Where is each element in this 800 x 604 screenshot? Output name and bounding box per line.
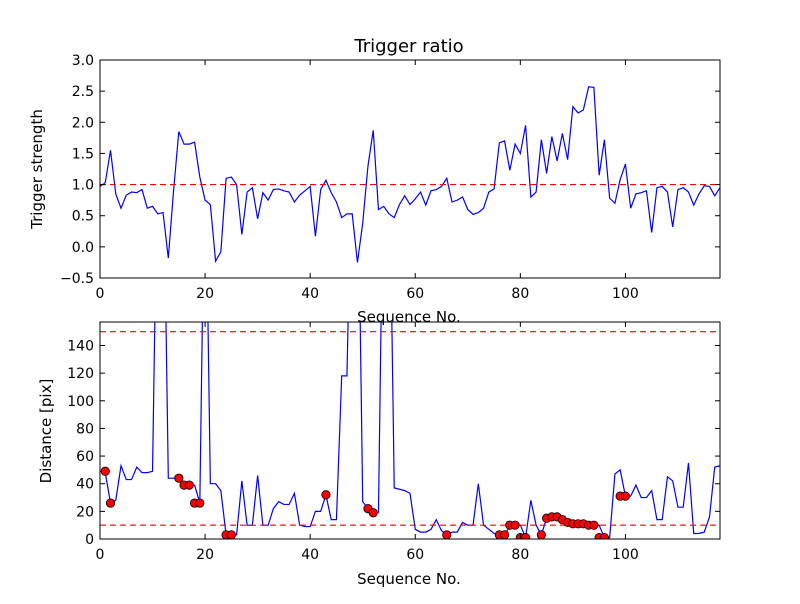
bottom-marker-point-12	[442, 530, 452, 539]
bottom-marker-point-6	[195, 498, 205, 508]
bottom-y-axis-label: Distance [pix]	[37, 379, 55, 484]
bottom-x-tick-label-4: 80	[511, 547, 529, 563]
bottom-y-tick-label-3: 60	[76, 449, 94, 465]
top-y-tick-label-5: 2.0	[72, 115, 94, 131]
bottom-x-tick-label-1: 20	[196, 547, 214, 563]
bottom-marker-point-2	[174, 473, 184, 483]
chart-title: Trigger ratio	[353, 36, 463, 57]
top-x-axis-label: Sequence No.	[357, 308, 461, 326]
bottom-marker-point-18	[520, 533, 531, 539]
bottom-x-axis-label: Sequence No.	[357, 570, 461, 588]
top-x-tick-label-3: 60	[406, 286, 424, 302]
top-x-tick-label-2: 40	[301, 286, 319, 302]
bottom-marker-point-16	[510, 520, 520, 530]
top-y-tick-label-0: −0.5	[60, 271, 94, 287]
bottom-marker-point-14	[499, 530, 510, 539]
top-plot-area	[100, 86, 720, 264]
bottom-marker-point-11	[368, 508, 378, 518]
top-x-tick-label-4: 80	[511, 286, 529, 302]
bottom-plot-area	[100, 322, 720, 539]
top-y-tick-label-4: 1.5	[72, 146, 94, 162]
bottom-plot-frame	[99, 321, 721, 540]
top-y-tick-label-2: 0.5	[72, 209, 94, 225]
bottom-marker-point-9	[321, 490, 331, 500]
top-series-line-0	[100, 86, 720, 264]
bottom-y-tick-label-2: 40	[76, 477, 94, 493]
bottom-marker-point-31	[599, 533, 610, 539]
bottom-marker-point-8	[226, 530, 236, 539]
bottom-y-tick-label-4: 80	[76, 421, 94, 437]
bottom-marker-point-33	[620, 491, 631, 501]
top-y-tick-label-7: 3.0	[72, 53, 94, 69]
distance-panel: Sequence No. Distance [pix] 0 20 40 60 80 100…	[37, 321, 721, 588]
bottom-marker-point-1	[105, 498, 116, 508]
trigger-ratio-panel: Trigger ratio Sequence No. Trigger stren…	[28, 36, 721, 326]
top-y-tick-label-1: 0.0	[72, 240, 94, 256]
bottom-y-tick-label-6: 120	[67, 366, 94, 382]
bottom-x-tick-label-5: 100	[612, 547, 639, 563]
bottom-x-tick-label-3: 60	[406, 547, 424, 563]
bottom-marker-point-19	[536, 530, 546, 539]
top-y-axis-label: Trigger strength	[28, 109, 46, 230]
bottom-y-tick-label-1: 20	[76, 504, 94, 520]
top-x-tick-label-5: 100	[612, 286, 639, 302]
bottom-x-tick-label-0: 0	[96, 547, 105, 563]
bottom-y-tick-label-0: 0	[85, 532, 94, 548]
bottom-marker-point-0	[100, 466, 110, 476]
bottom-x-tick-label-2: 40	[301, 547, 319, 563]
bottom-marker-point-29	[589, 520, 599, 530]
top-plot-frame	[99, 59, 721, 279]
bottom-series-line-0	[100, 322, 720, 539]
top-x-tick-label-1: 20	[196, 286, 214, 302]
bottom-y-tick-label-5: 100	[67, 394, 94, 410]
top-y-tick-label-3: 1.0	[72, 178, 94, 194]
bottom-marker-point-4	[184, 480, 194, 490]
top-y-tick-label-6: 2.5	[72, 84, 94, 100]
top-x-tick-label-0: 0	[96, 286, 105, 302]
bottom-y-tick-label-7: 140	[67, 338, 94, 354]
